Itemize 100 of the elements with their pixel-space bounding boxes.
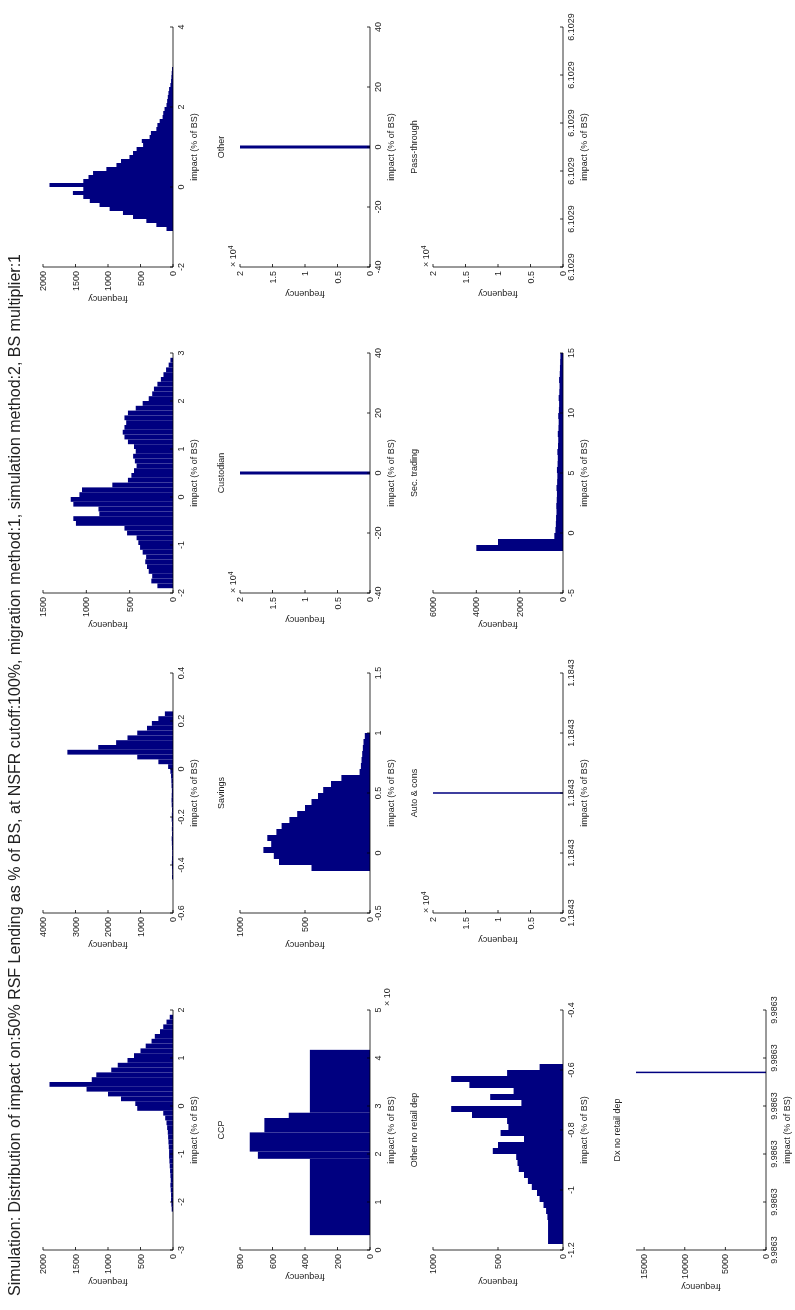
y-tick-label: 1 [373, 1199, 383, 1205]
x-tick-label: 2000 [103, 917, 113, 938]
x-tick-label: 1.5 [460, 271, 471, 284]
x-tick-label: 500 [135, 1254, 146, 1270]
x-tick-label: 2 [428, 271, 438, 277]
x-axis-title: frequency [477, 619, 518, 630]
y-tick-label: 20 [373, 81, 383, 93]
y-tick-label: -0.5 [373, 905, 383, 921]
y-tick-label: -0.2 [176, 809, 186, 825]
x-axis-title: frequency [284, 614, 325, 625]
x-axis-title: frequency [284, 1271, 325, 1282]
x-tick-label: 3000 [70, 917, 81, 938]
x-tick-label: 0 [168, 1254, 178, 1260]
x-tick-label: 1000 [235, 917, 245, 938]
y-tick-label: 4 [373, 1055, 383, 1061]
y-tick-label: 0.2 [176, 714, 186, 728]
y-tick-label: 0 [176, 494, 186, 500]
text: Dx no retail dep [612, 1098, 622, 1162]
y-tick-label: 9.9863 [769, 1188, 779, 1216]
y-tick-label: 1.1843 [566, 779, 576, 807]
x-tick-label: 10000 [679, 1254, 690, 1280]
y-tick-label: 1.5 [373, 666, 383, 680]
text: Sec. trading [409, 448, 419, 498]
y-tick-label: -0.4 [566, 1002, 576, 1018]
y-tick-label: 10 [566, 407, 576, 419]
y-tick-label: -2 [176, 262, 186, 272]
x-tick-label: 500 [124, 597, 135, 613]
y-tick-label: -0.8 [566, 1122, 576, 1138]
x-tick-label: 1.5 [267, 271, 278, 284]
y-tick-label: -1.2 [566, 1242, 576, 1258]
y-tick-label: 9.9863 [769, 1236, 779, 1264]
y-tick-label: 2 [176, 398, 186, 404]
y-tick-label: 9.9863 [769, 1044, 779, 1072]
y-axis-title: impact (% of BS) [189, 1096, 199, 1164]
y-tick-label: 0 [373, 470, 383, 476]
x-tick-label: 0 [365, 1254, 375, 1260]
y-tick-label: 1 [176, 1055, 186, 1061]
x-axis-title: frequency [87, 1276, 128, 1287]
y-tick-label: 6.1029 [566, 253, 576, 281]
y-tick-label: 2 [176, 1007, 186, 1013]
x-tick-label: 500 [493, 1254, 503, 1270]
x-tick-label: 1000 [103, 1254, 113, 1275]
x-tick-label: 1000 [81, 597, 92, 618]
x-tick-label: 6000 [428, 597, 438, 618]
y-tick-label: 9.9863 [769, 996, 779, 1024]
text: CCP [216, 1120, 226, 1140]
y-axis-title: impact (% of BS) [386, 759, 396, 827]
x-tick-label: 0 [365, 271, 375, 277]
x-tick-label: 15000 [639, 1254, 650, 1280]
x-tick-label: 0.5 [525, 917, 536, 930]
y-tick-label: 40 [373, 347, 383, 359]
y-tick-label: 0 [373, 1247, 383, 1253]
x-tick-label: 0.5 [332, 597, 343, 610]
x-tick-label: 1.5 [460, 917, 471, 930]
y-axis-title: impact (% of BS) [189, 439, 199, 507]
y-tick-label: 3 [373, 1103, 383, 1109]
x-tick-label: 0 [365, 597, 375, 603]
y-tick-label: 5 [566, 470, 576, 476]
y-tick-label: 6.1029 [566, 109, 576, 137]
text: × 10 [382, 988, 392, 1006]
x-tick-label: 2000 [38, 271, 48, 292]
y-tick-label: -20 [373, 526, 383, 540]
y-tick-label: 0 [176, 766, 186, 772]
text: Simulation: Distribution of impact on:50% RSF Lending as % of BS, at NSFR cutoff:100%, migration method:1, simulation method:2, BS multiplier:1 [6, 253, 23, 1296]
text: Other no retail dep [409, 1092, 419, 1168]
x-tick-label: 1000 [428, 1254, 438, 1275]
y-tick-label: 3 [176, 350, 186, 356]
y-tick-label: 1.1843 [566, 839, 576, 867]
y-tick-label: -0.6 [176, 905, 186, 921]
x-axis-title: frequency [87, 619, 128, 630]
x-tick-label: 800 [235, 1254, 245, 1270]
y-axis-title: impact (% of BS) [579, 1096, 589, 1164]
y-tick-label: 6.1029 [566, 61, 576, 89]
y-tick-label: 20 [373, 407, 383, 419]
x-axis-title: frequency [87, 293, 128, 304]
text: Auto & cons [409, 768, 419, 818]
y-tick-label: -2 [176, 588, 186, 598]
x-axis-title: frequency [477, 288, 518, 299]
x-tick-label: 1000 [135, 917, 146, 938]
y-axis-title: impact (% of BS) [189, 759, 199, 827]
x-tick-label: 0.5 [525, 271, 536, 284]
y-tick-label: -20 [373, 200, 383, 214]
x-tick-label: 2 [235, 597, 245, 603]
y-tick-label: 2 [373, 1151, 383, 1157]
x-tick-label: 1 [493, 917, 503, 923]
x-tick-label: 4000 [38, 917, 48, 938]
x-tick-label: 0 [365, 917, 375, 923]
y-tick-label: 40 [373, 21, 383, 33]
y-tick-label: 1 [176, 446, 186, 452]
x-axis-title: frequency [284, 939, 325, 950]
y-tick-label: 0 [176, 1103, 186, 1109]
y-tick-label: 0.5 [373, 786, 383, 800]
x-tick-label: 5000 [720, 1254, 731, 1275]
y-tick-label: 0 [373, 144, 383, 150]
y-tick-label: 5 [373, 1007, 383, 1013]
y-tick-label: 9.9863 [769, 1092, 779, 1120]
y-tick-label: 0 [566, 530, 576, 536]
y-tick-label: -1 [566, 1185, 576, 1195]
x-tick-label: 1 [300, 597, 310, 603]
x-tick-label: 0 [168, 271, 178, 277]
